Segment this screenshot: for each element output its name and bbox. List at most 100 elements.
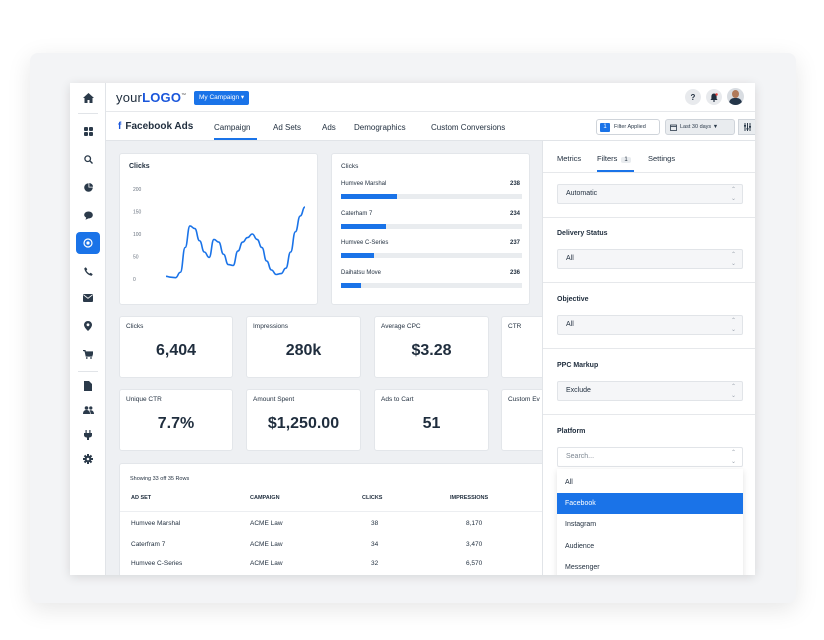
delivery-status-select[interactable]: All ⌃ ⌄ xyxy=(557,249,743,269)
app-window: yourLOGO™ My Campaign ▾ ? f Facebook Ads … xyxy=(70,83,755,575)
table-cell: Caterfram 7 xyxy=(131,541,166,548)
home-icon[interactable] xyxy=(76,87,100,109)
bar-track xyxy=(341,194,522,199)
tab-ad-sets[interactable]: Ad Sets xyxy=(273,123,302,132)
kpi-value: $3.28 xyxy=(411,342,452,359)
platform-option-all[interactable]: All xyxy=(565,479,573,486)
y-tick-label: 150 xyxy=(133,210,142,216)
top-bar: yourLOGO™ My Campaign ▾ ? xyxy=(106,83,755,112)
table-cell: ACME Law xyxy=(250,560,283,567)
kpi-label: CTR xyxy=(508,323,522,330)
select-arrows-icon: ⌃ ⌄ xyxy=(730,450,736,465)
tab-settings[interactable]: Settings xyxy=(648,154,676,163)
line-chart-card: Clicks 200 150 100 50 0 xyxy=(119,153,318,305)
bar-label: Caterham 7 xyxy=(341,210,373,217)
plug-icon[interactable] xyxy=(76,424,100,446)
bar-label: Humvee Marshal xyxy=(341,181,387,187)
y-tick-label: 200 xyxy=(133,187,142,193)
table-header[interactable]: CAMPAIGN xyxy=(250,495,280,501)
y-tick-label: 50 xyxy=(133,255,139,261)
clicks-series-line xyxy=(165,206,306,279)
select-arrows-icon: ⌃ ⌄ xyxy=(730,187,736,202)
bar xyxy=(341,223,387,229)
platform-label: Platform xyxy=(557,428,586,435)
target-icon[interactable] xyxy=(76,232,100,254)
platform-option-messenger[interactable]: Messenger xyxy=(565,564,600,571)
table-header[interactable]: IMPRESSIONS xyxy=(450,495,489,501)
kpi-card-ads-to-cart: Ads to Cart 51 xyxy=(374,389,489,451)
search-icon[interactable] xyxy=(76,148,100,170)
tab-ads[interactable]: Ads xyxy=(322,123,336,132)
tab-bar: f Facebook Ads Campaign Ad Sets Ads Demog… xyxy=(106,112,755,141)
select-arrows-icon: ⌃ ⌄ xyxy=(730,384,736,399)
bar-chart-title: Clicks xyxy=(341,163,359,170)
table-header[interactable]: AD SET xyxy=(131,495,152,501)
ppc-markup-select[interactable]: Exclude ⌃ ⌄ xyxy=(557,381,743,401)
filter-applied-button[interactable]: 1 Filter Applied xyxy=(596,119,660,135)
tab-campaign[interactable]: Campaign xyxy=(214,123,251,132)
line-chart: 200 150 100 50 0 xyxy=(133,187,306,283)
tab-metrics[interactable]: Metrics xyxy=(557,154,582,163)
location-icon[interactable] xyxy=(76,315,100,337)
table-header[interactable]: CLICKS xyxy=(362,495,383,501)
brand-logo[interactable]: yourLOGO™ xyxy=(116,90,187,105)
help-icon[interactable]: ? xyxy=(685,89,701,105)
ad-sets-table: Showing 33 off 35 Rows AD SET CAMPAIGN C… xyxy=(119,463,561,575)
kpi-label: Ads to Cart xyxy=(381,396,414,403)
tab-filters[interactable]: Filters 1 xyxy=(597,154,631,163)
select-arrows-icon: ⌃ ⌄ xyxy=(730,252,736,267)
kpi-value: 280k xyxy=(285,342,322,359)
gear-icon[interactable] xyxy=(76,448,100,470)
platform-dropdown xyxy=(557,469,743,575)
date-range-selector[interactable]: Last 30 days ▼ xyxy=(665,119,735,135)
select-arrows-icon: ⌃ ⌄ xyxy=(730,318,736,333)
apps-icon[interactable] xyxy=(76,120,100,142)
bar-value-label: 238 xyxy=(509,181,520,187)
active-panel-tab-indicator xyxy=(597,170,634,172)
objective-label: Objective xyxy=(557,296,589,303)
aggregation-select[interactable]: Automatic ⌃ ⌄ xyxy=(557,184,743,204)
kpi-card-average-cpc: Average CPC $3.28 xyxy=(374,316,489,378)
kpi-value: 51 xyxy=(422,415,441,432)
cart-icon[interactable] xyxy=(76,343,100,365)
campaign-selector-button[interactable]: My Campaign ▾ xyxy=(194,91,250,105)
y-tick-label: 100 xyxy=(133,232,142,238)
bar-value-label: 234 xyxy=(509,210,520,217)
bar-label: Humvee C-Series xyxy=(341,240,389,246)
bar-track xyxy=(341,253,522,258)
user-avatar[interactable] xyxy=(727,88,744,105)
phone-icon[interactable] xyxy=(76,260,100,282)
platform-search-input[interactable]: Search... ⌃ ⌄ xyxy=(557,447,743,467)
users-icon[interactable] xyxy=(76,399,100,421)
objective-select[interactable]: All ⌃ ⌄ xyxy=(557,315,743,335)
kpi-value: $1,250.00 xyxy=(267,415,340,432)
table-cell: ACME Law xyxy=(250,520,283,527)
table-cell: 38 xyxy=(371,520,379,527)
line-chart-title: Clicks xyxy=(129,163,150,170)
bell-icon[interactable] xyxy=(706,89,722,105)
chat-icon[interactable] xyxy=(76,204,100,226)
delivery-status-label: Delivery Status xyxy=(557,230,608,237)
mail-icon[interactable] xyxy=(76,287,100,309)
platform-option-instagram[interactable]: Instagram xyxy=(565,521,597,528)
kpi-label: Average CPC xyxy=(381,323,421,330)
columns-settings-icon[interactable] xyxy=(738,119,755,135)
bar-label: Daihatsu Move xyxy=(341,269,382,276)
bar-chart-card: Clicks Humvee Marshal 238 Caterham 7 234 Hum… xyxy=(331,153,530,305)
filters-panel: Metrics Filters 1 Settings Automatic ⌃ ⌄ De… xyxy=(542,141,755,575)
calendar-icon xyxy=(670,124,677,131)
platform-option-audience[interactable]: Audience xyxy=(565,543,595,550)
kpi-card-impressions: Impressions 280k xyxy=(246,316,361,378)
kpi-label: Custom Ev xyxy=(508,396,540,403)
tab-demographics[interactable]: Demographics xyxy=(354,123,406,132)
table-cell: Humvee C-Series xyxy=(131,560,183,567)
left-nav xyxy=(70,83,106,575)
platform-option-facebook[interactable]: Facebook xyxy=(557,493,743,514)
pie-chart-icon[interactable] xyxy=(76,176,100,198)
table-cell: 3,470 xyxy=(466,541,483,548)
ppc-markup-label: PPC Markup xyxy=(557,362,599,369)
tab-custom-conversions[interactable]: Custom Conversions xyxy=(431,123,506,132)
kpi-value: 7.7% xyxy=(157,415,195,432)
kpi-label: Unique CTR xyxy=(126,396,162,403)
document-icon[interactable] xyxy=(76,375,100,397)
